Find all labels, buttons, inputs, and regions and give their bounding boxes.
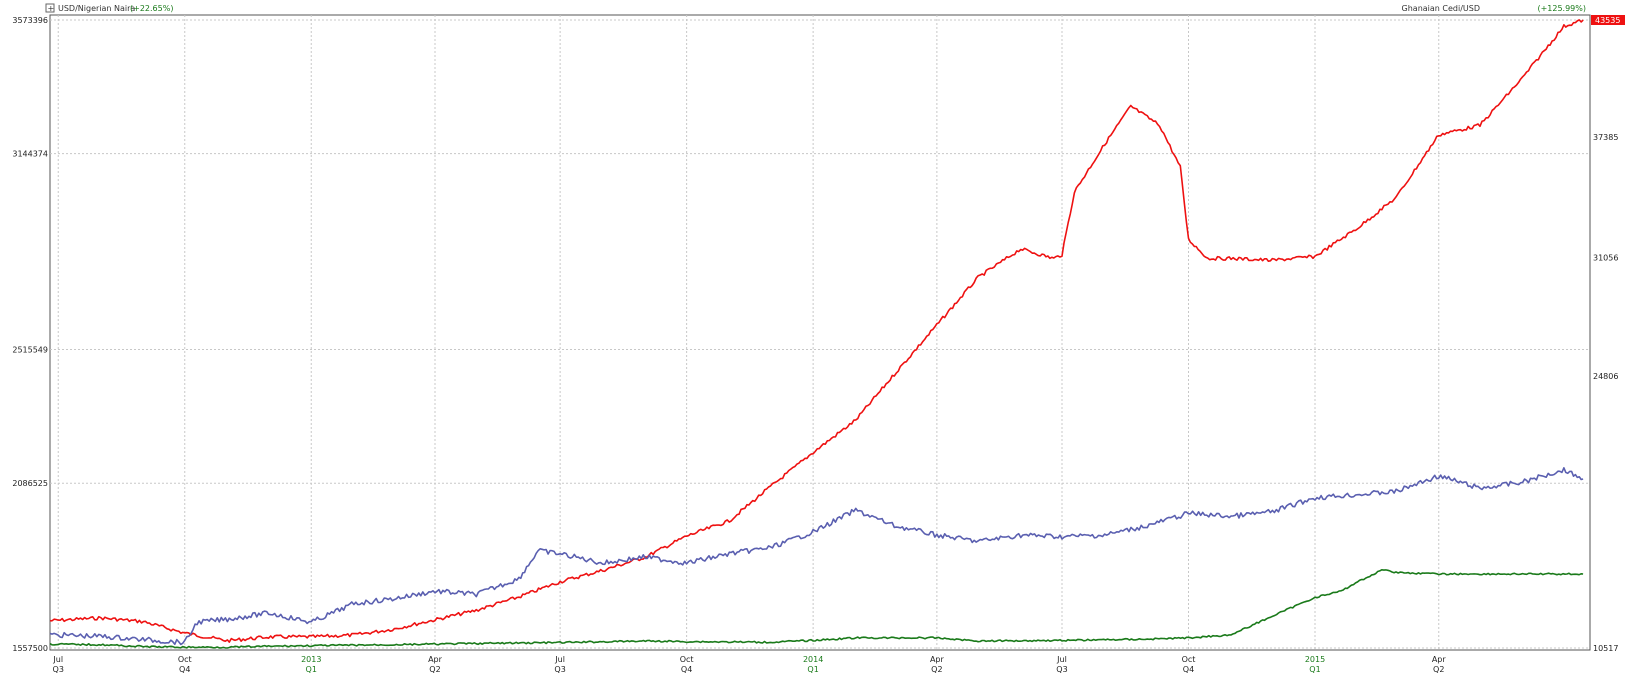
x-tick-label: 2014 xyxy=(803,655,823,664)
legend-expand-toggle[interactable] xyxy=(45,3,55,13)
right-tick-label: 37385 xyxy=(1593,133,1618,142)
last-value-badge-text: 43535 xyxy=(1595,16,1620,25)
x-tick-label: Oct xyxy=(178,655,192,664)
series-line-3 xyxy=(49,569,1584,649)
x-tick-quarter-label: Q1 xyxy=(306,665,317,674)
left-tick-label: 3144374 xyxy=(12,150,48,159)
series-group xyxy=(49,19,1584,649)
last-value-badge: 43535 xyxy=(1591,15,1625,25)
right-tick-label: 24806 xyxy=(1593,372,1618,381)
series-line-2 xyxy=(49,467,1584,646)
plot-area xyxy=(49,14,1591,651)
x-tick-quarter-label: Q4 xyxy=(681,665,692,674)
x-tick-label: Apr xyxy=(930,655,945,664)
left-tick-label: 1557500 xyxy=(12,644,48,653)
x-tick-label: Apr xyxy=(428,655,443,664)
left-tick-label: 3573396 xyxy=(12,16,48,25)
x-tick-label: Jul xyxy=(1056,655,1067,664)
x-tick-label: 2015 xyxy=(1305,655,1325,664)
left-axis: 3573396 3144374 2515549 2086525 1557500 xyxy=(12,16,48,653)
x-tick-quarter-label: Q3 xyxy=(53,665,64,674)
x-tick-quarter-label: Q1 xyxy=(1309,665,1320,674)
legend-expand-symbol[interactable]: + xyxy=(48,4,55,13)
x-tick-quarter-label: Q2 xyxy=(429,665,440,674)
x-tick-quarter-label: Q3 xyxy=(1056,665,1067,674)
legend-right-name: Ghanaian Cedi/USD xyxy=(1402,4,1480,13)
x-axis: JulQ3OctQ42013Q1AprQ2JulQ3OctQ42014Q1Apr… xyxy=(52,655,1446,674)
x-tick-label: Apr xyxy=(1432,655,1447,664)
left-tick-label: 2515549 xyxy=(12,346,48,355)
x-tick-label: 2013 xyxy=(301,655,321,664)
left-tick-label: 2086525 xyxy=(12,479,48,488)
x-tick-label: Oct xyxy=(1182,655,1196,664)
grid xyxy=(50,15,1590,650)
x-tick-label: Jul xyxy=(52,655,63,664)
legend-right-change: (+125.99%) xyxy=(1537,4,1586,13)
x-tick-quarter-label: Q2 xyxy=(1433,665,1444,674)
x-tick-quarter-label: Q4 xyxy=(1183,665,1194,674)
right-tick-label: 31056 xyxy=(1593,253,1618,262)
legend: + USD/Nigerian Naira (+22.65%) Ghanaian … xyxy=(45,3,1586,13)
x-tick-quarter-label: Q3 xyxy=(554,665,565,674)
legend-left-change: (+22.65%) xyxy=(130,4,173,13)
x-tick-label: Jul xyxy=(554,655,565,664)
x-tick-quarter-label: Q1 xyxy=(807,665,818,674)
right-axis: 43535 37385 31056 24806 10517 xyxy=(1593,16,1618,653)
x-tick-quarter-label: Q4 xyxy=(179,665,190,674)
x-tick-label: Oct xyxy=(680,655,694,664)
right-tick-label: 10517 xyxy=(1593,644,1618,653)
legend-left-name: USD/Nigerian Naira xyxy=(58,4,135,13)
x-tick-quarter-label: Q2 xyxy=(931,665,942,674)
series-line-1 xyxy=(49,19,1584,643)
last-value-badge-bg xyxy=(1591,15,1625,25)
